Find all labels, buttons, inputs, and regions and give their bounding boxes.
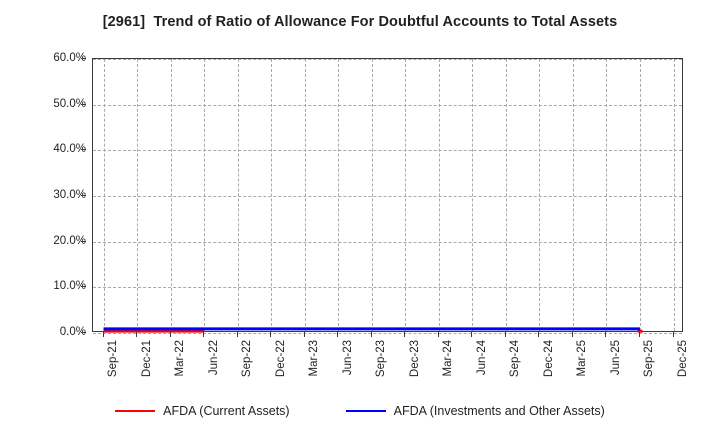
x-axis-tick-label: Sep-23 (375, 340, 388, 378)
legend-color-swatch (345, 410, 386, 412)
x-axis-tick-label: Sep-25 (643, 340, 656, 378)
y-axis-tick-mark (81, 195, 86, 196)
x-axis-tick-label: Sep-22 (241, 340, 254, 378)
y-axis-tick-label: 40.0% (53, 143, 86, 156)
legend-label: AFDA (Current Assets) (163, 404, 290, 418)
x-axis-tick-label: Jun-25 (609, 340, 622, 376)
plot-area (92, 58, 683, 334)
y-axis-tick-label: 60.0% (53, 52, 86, 64)
x-axis-tick-label: Jun-23 (341, 340, 354, 376)
y-axis-tick-mark (81, 286, 86, 288)
x-axis-tick-label: Dec-25 (677, 340, 689, 378)
legend-color-swatch (115, 410, 156, 412)
x-axis-tick-label: Dec-23 (408, 340, 421, 378)
y-axis-tick-label: 50.0% (53, 97, 86, 110)
series-lines (103, 327, 643, 333)
x-axis-tick-mark (337, 332, 339, 337)
y-axis: 0.0% 10.0% 20.0% 30.0% 40.0% 50.0% 60.0% (0, 52, 86, 338)
x-axis-tick-mark (538, 332, 540, 337)
x-axis-tick-mark (571, 332, 573, 337)
x-axis-tick-mark (203, 332, 205, 337)
x-axis-tick-label: Mar-22 (174, 340, 187, 377)
y-axis-tick-mark (81, 149, 86, 151)
x-axis-tick-label: Jun-24 (475, 340, 488, 376)
x-axis-tick-label: Dec-21 (140, 340, 153, 378)
x-axis-tick-mark (136, 332, 138, 337)
x-axis: Sep-21 Dec-21 Mar-22 Jun-22 Sep-22 Dec-22 Mar-… (92, 332, 689, 412)
x-axis-tick-mark (102, 332, 104, 337)
x-axis-tick-label: Dec-24 (542, 340, 555, 378)
legend-label: AFDA (Investments and Other Assets) (393, 404, 605, 418)
x-axis-tick-label: Jun-22 (207, 340, 220, 376)
y-axis-tick-label: 0.0% (59, 326, 86, 338)
x-axis-tick-mark (169, 332, 171, 337)
y-axis-tick-label: 30.0% (53, 189, 86, 201)
legend-item[interactable]: AFDA (Current Assets) (115, 404, 290, 418)
x-axis-tick-label: Mar-24 (442, 340, 455, 377)
x-axis-tick-mark (638, 332, 640, 337)
x-axis-tick-mark (236, 332, 238, 337)
x-axis-tick-mark (471, 332, 473, 337)
y-axis-tick-mark (81, 240, 86, 242)
x-axis-tick-mark (437, 332, 439, 337)
y-axis-tick-mark (81, 58, 86, 59)
x-axis-tick-label: Mar-23 (308, 340, 321, 377)
y-axis-tick-label: 10.0% (53, 280, 86, 293)
legend-item[interactable]: AFDA (Investments and Other Assets) (345, 404, 605, 418)
chart-title: [2961] Trend of Ratio of Allowance For D… (102, 14, 618, 30)
x-axis-tick-mark (404, 332, 406, 337)
x-axis-tick-mark (270, 332, 272, 337)
chart-legend: AFDA (Current Assets) AFDA (Investments a… (0, 404, 720, 418)
y-axis-tick-mark (81, 103, 86, 105)
x-axis-tick-mark (303, 332, 305, 337)
x-axis-tick-label: Sep-24 (509, 340, 522, 378)
x-axis-tick-label: Dec-22 (274, 340, 287, 378)
x-axis-tick-label: Mar-25 (576, 340, 589, 377)
x-axis-tick-mark (605, 332, 607, 337)
x-axis-tick-label: Sep-21 (107, 340, 119, 378)
x-axis-tick-mark (370, 332, 372, 337)
x-axis-tick-mark (672, 332, 674, 337)
y-axis-tick-mark (81, 332, 86, 333)
y-axis-tick-label: 20.0% (53, 234, 86, 247)
x-axis-tick-mark (504, 332, 506, 337)
